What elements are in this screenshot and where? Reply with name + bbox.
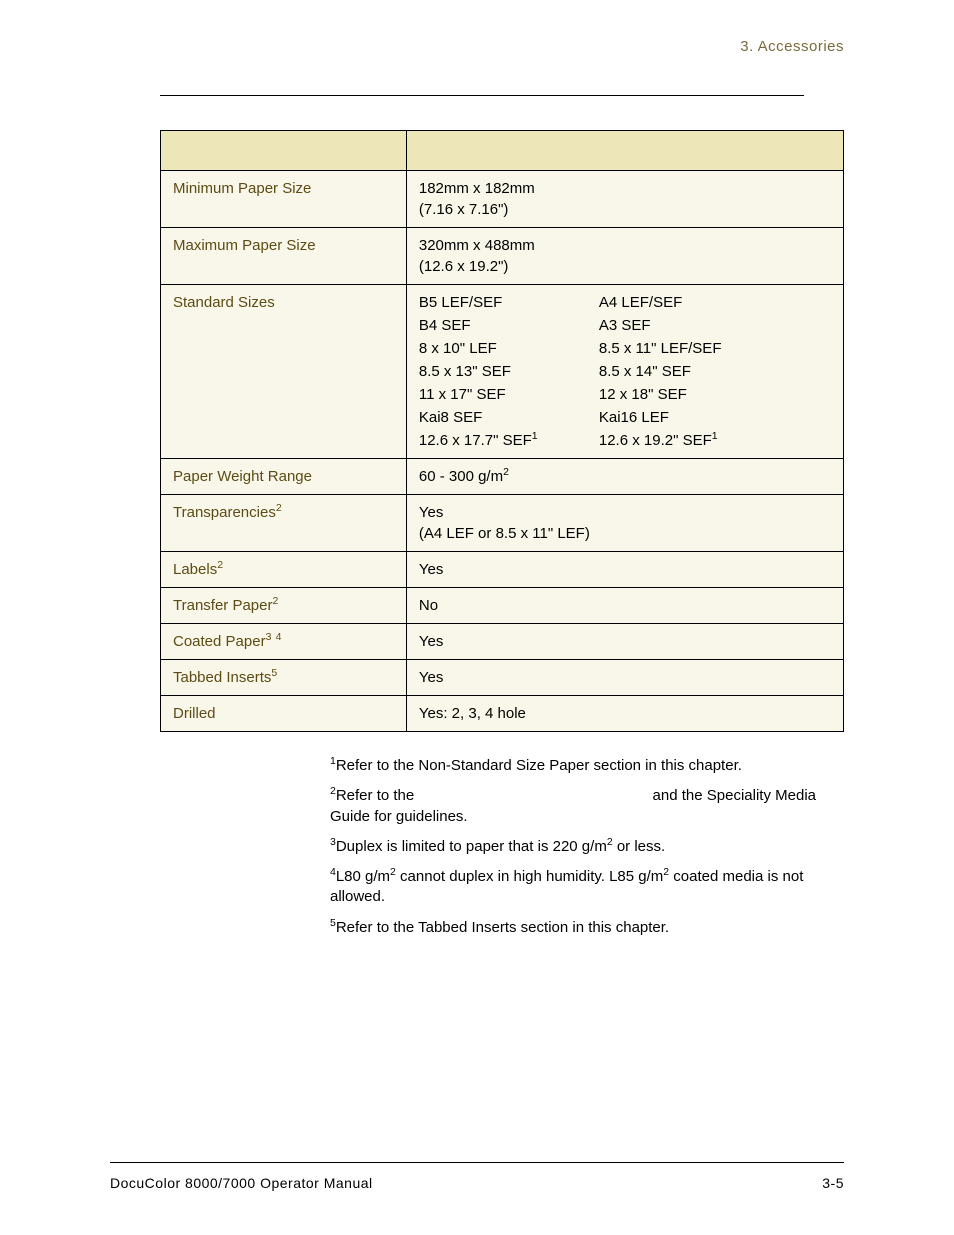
header-rule xyxy=(160,95,804,96)
footnotes: 1Refer to the Non-Standard Size Paper se… xyxy=(330,756,844,938)
footnote-5-text: Refer to the Tabbed Inserts section in t… xyxy=(336,919,669,936)
footnote-2: 2Refer to the and the Speciality Media G… xyxy=(330,786,844,827)
table-row: Tabbed Inserts5Yes xyxy=(161,660,844,696)
page-footer: DocuColor 8000/7000 Operator Manual 3-5 xyxy=(0,1162,954,1191)
specs-table-container: Minimum Paper Size182mm x 182mm(7.16 x 7… xyxy=(160,130,844,732)
chapter-header: 3. Accessories xyxy=(0,0,954,55)
row-label: Maximum Paper Size xyxy=(161,228,407,285)
row-label: Transparencies2 xyxy=(161,495,407,552)
table-row: Transparencies2Yes(A4 LEF or 8.5 x 11" L… xyxy=(161,495,844,552)
row-label: Labels2 xyxy=(161,552,407,588)
footer-manual-title: DocuColor 8000/7000 Operator Manual xyxy=(110,1175,373,1191)
section-title: 3. Accessories xyxy=(740,38,844,55)
specs-table: Minimum Paper Size182mm x 182mm(7.16 x 7… xyxy=(160,130,844,732)
table-row: Paper Weight Range60 - 300 g/m2 xyxy=(161,459,844,495)
table-header-col1 xyxy=(161,131,407,171)
table-row: Maximum Paper Size320mm x 488mm(12.6 x 1… xyxy=(161,228,844,285)
row-label: Coated Paper3 4 xyxy=(161,624,407,660)
footnote-5: 5Refer to the Tabbed Inserts section in … xyxy=(330,918,844,938)
row-value: Yes(A4 LEF or 8.5 x 11" LEF) xyxy=(406,495,843,552)
row-label: Paper Weight Range xyxy=(161,459,407,495)
row-label: Drilled xyxy=(161,696,407,732)
row-label: Standard Sizes xyxy=(161,285,407,459)
table-row: Coated Paper3 4Yes xyxy=(161,624,844,660)
table-row: Transfer Paper2No xyxy=(161,588,844,624)
footnote-4-text: L80 g/m2 cannot duplex in high humidity.… xyxy=(330,868,803,905)
footnote-1-text: Refer to the Non-Standard Size Paper sec… xyxy=(336,757,742,774)
row-value: 60 - 300 g/m2 xyxy=(406,459,843,495)
footer-page-number: 3-5 xyxy=(822,1175,844,1191)
row-value: 182mm x 182mm(7.16 x 7.16") xyxy=(406,171,843,228)
table-row: DrilledYes: 2, 3, 4 hole xyxy=(161,696,844,732)
row-label: Transfer Paper2 xyxy=(161,588,407,624)
footer-rule xyxy=(110,1162,844,1163)
row-value: Yes xyxy=(406,660,843,696)
table-header-row xyxy=(161,131,844,171)
row-value: No xyxy=(406,588,843,624)
row-value: 320mm x 488mm(12.6 x 19.2") xyxy=(406,228,843,285)
footnote-1: 1Refer to the Non-Standard Size Paper se… xyxy=(330,756,844,776)
table-row: Labels2Yes xyxy=(161,552,844,588)
row-value: B5 LEF/SEFA4 LEF/SEFB4 SEFA3 SEF8 x 10" … xyxy=(406,285,843,459)
footnote-3: 3Duplex is limited to paper that is 220 … xyxy=(330,837,844,857)
row-value: Yes: 2, 3, 4 hole xyxy=(406,696,843,732)
row-value: Yes xyxy=(406,552,843,588)
footnote-4: 4L80 g/m2 cannot duplex in high humidity… xyxy=(330,867,844,908)
row-value: Yes xyxy=(406,624,843,660)
row-label: Minimum Paper Size xyxy=(161,171,407,228)
table-header-col2 xyxy=(406,131,843,171)
table-row: Minimum Paper Size182mm x 182mm(7.16 x 7… xyxy=(161,171,844,228)
row-label: Tabbed Inserts5 xyxy=(161,660,407,696)
footnote-3-text: Duplex is limited to paper that is 220 g… xyxy=(336,838,665,855)
table-row: Standard SizesB5 LEF/SEFA4 LEF/SEFB4 SEF… xyxy=(161,285,844,459)
